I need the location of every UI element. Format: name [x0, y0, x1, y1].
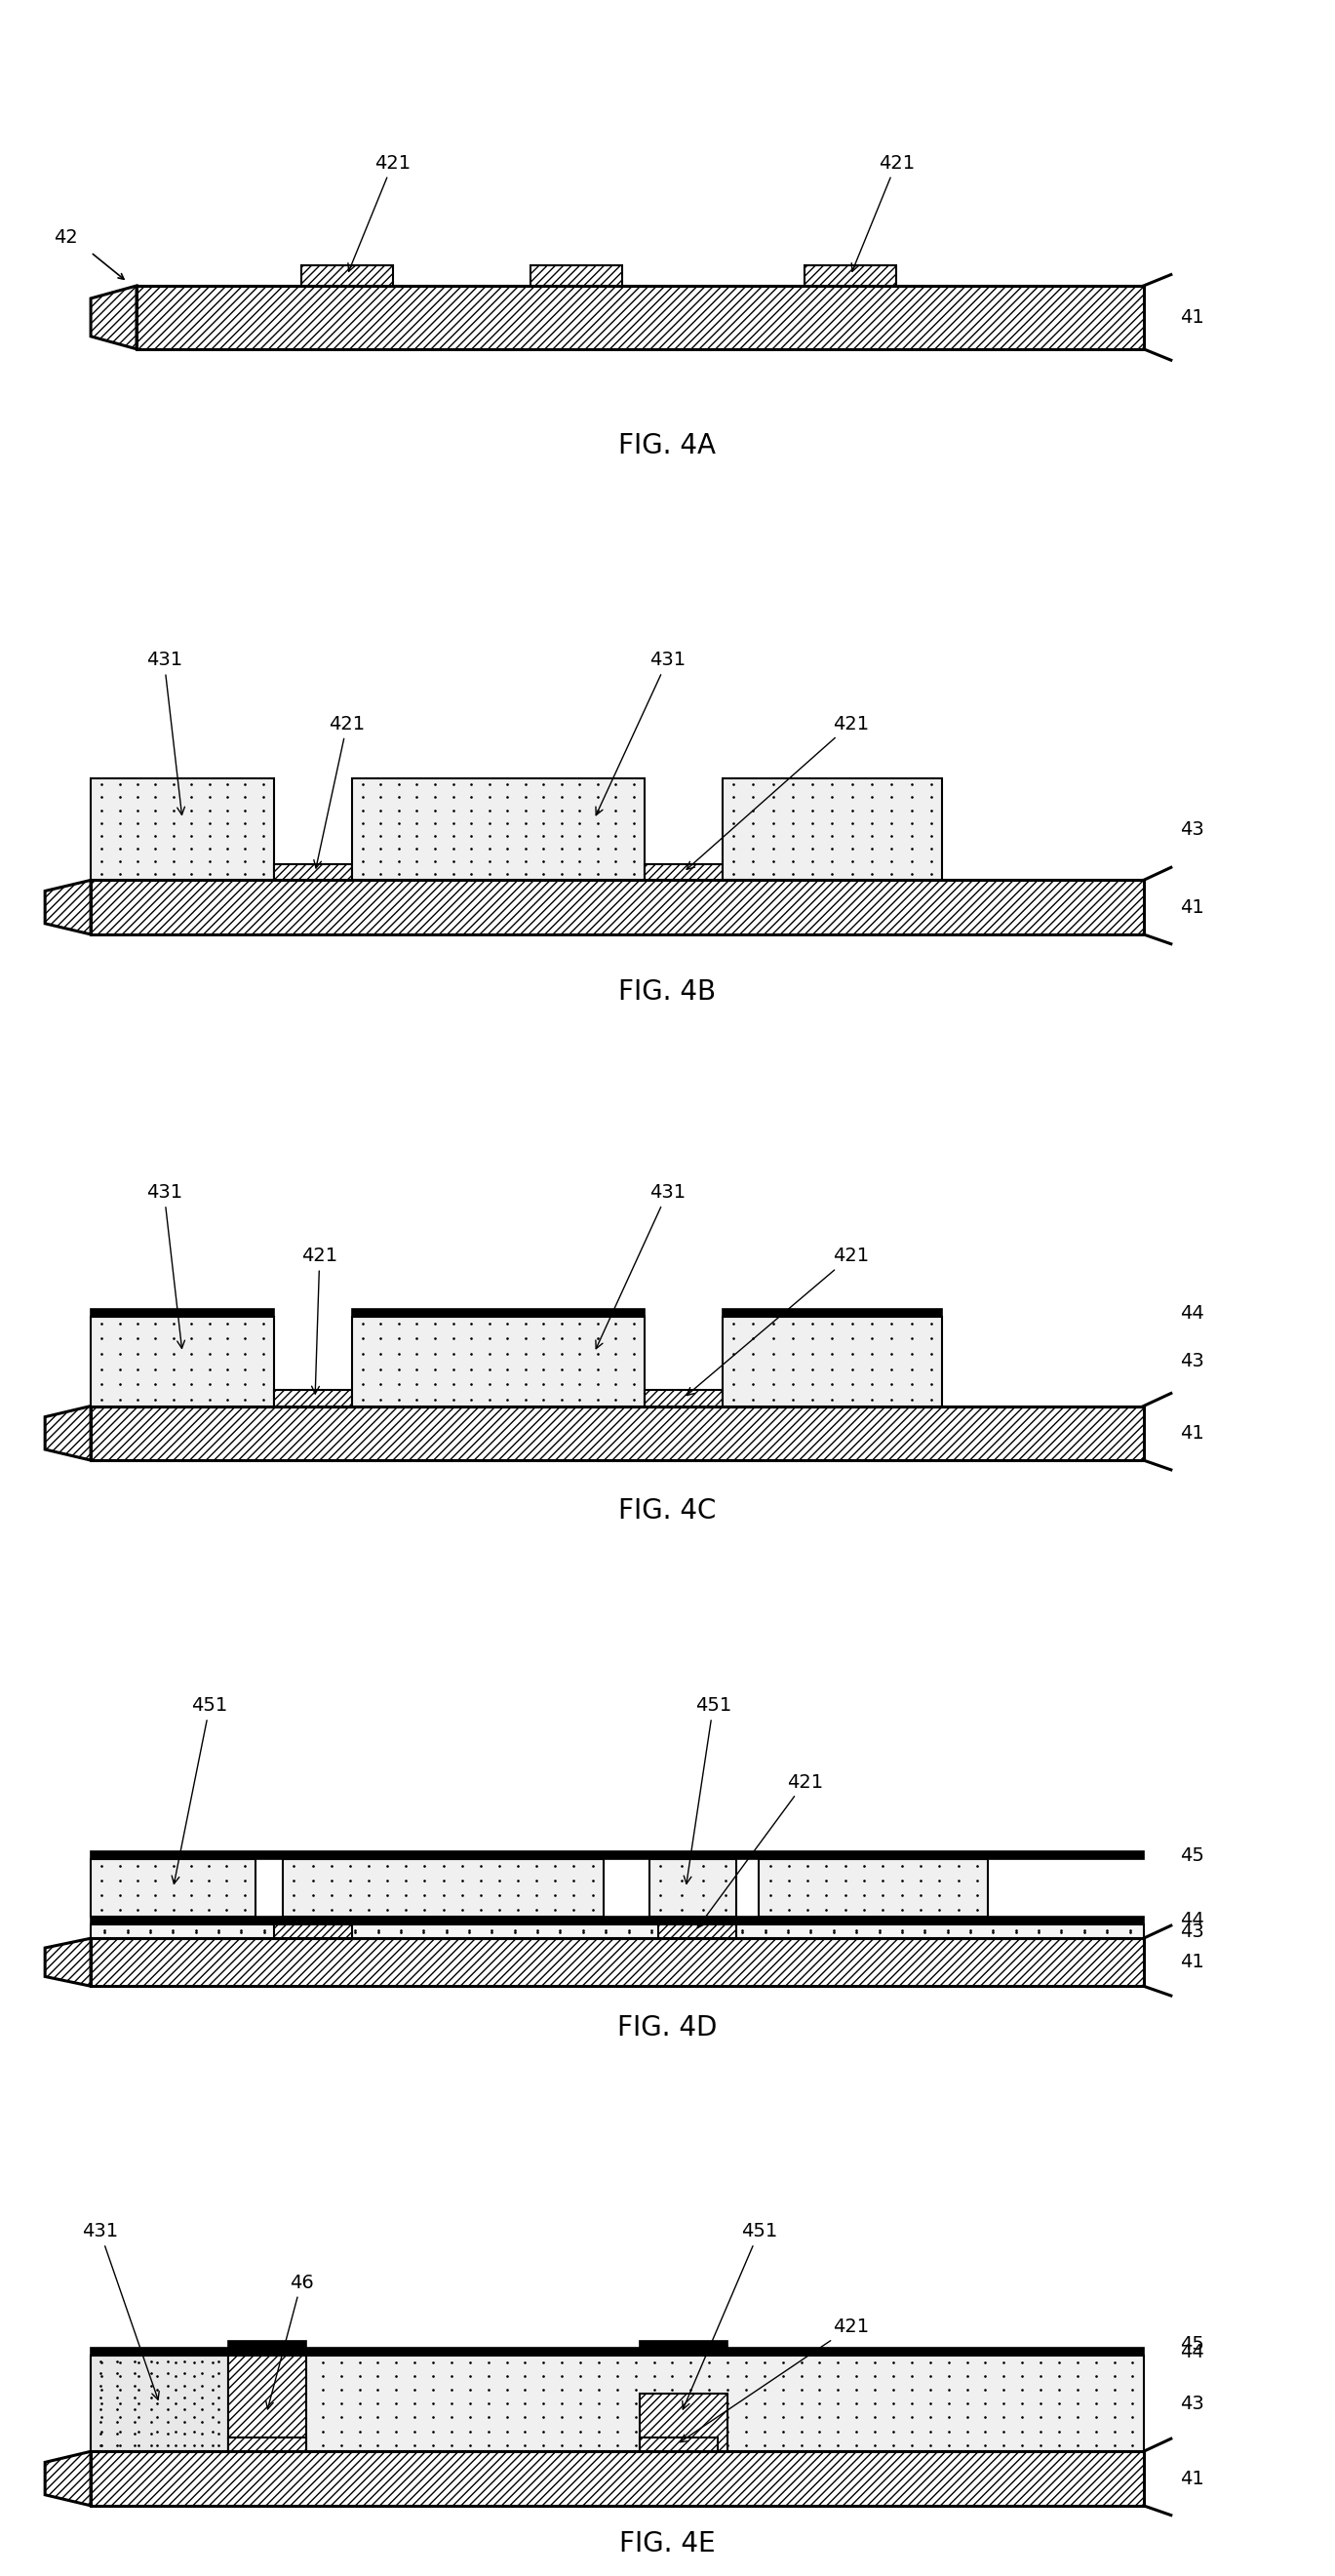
Bar: [91, 1309, 274, 1316]
Bar: [91, 1316, 274, 1406]
Text: 41: 41: [1180, 1425, 1204, 1443]
Text: 41: 41: [1180, 899, 1204, 917]
Text: 421: 421: [348, 155, 411, 270]
Text: 431: 431: [595, 1182, 686, 1350]
Bar: [274, 1391, 351, 1406]
Polygon shape: [45, 1937, 91, 1986]
Bar: [722, 1309, 943, 1316]
Bar: [91, 2357, 1144, 2452]
Text: 421: 421: [686, 714, 869, 871]
Bar: [639, 2342, 728, 2349]
Text: 431: 431: [595, 652, 686, 814]
Bar: [91, 2452, 1144, 2506]
Polygon shape: [45, 881, 91, 935]
Bar: [274, 1924, 351, 1937]
Bar: [91, 1406, 1144, 1461]
Text: FIG. 4C: FIG. 4C: [618, 1497, 717, 1525]
Polygon shape: [45, 2452, 91, 2506]
Text: 42: 42: [55, 229, 79, 247]
Text: 421: 421: [686, 1247, 869, 1396]
Text: 45: 45: [1180, 1847, 1204, 1865]
Bar: [283, 1860, 603, 1917]
Text: 451: 451: [172, 1698, 228, 1883]
Bar: [639, 2393, 728, 2452]
Text: 431: 431: [146, 1182, 184, 1347]
Bar: [530, 265, 622, 286]
Text: 421: 421: [314, 714, 366, 868]
Text: 43: 43: [1180, 819, 1204, 837]
Bar: [645, 863, 722, 881]
Bar: [228, 2342, 306, 2349]
Bar: [91, 778, 274, 881]
Bar: [91, 1917, 1144, 1924]
Text: 421: 421: [302, 1247, 338, 1394]
Bar: [639, 2437, 718, 2452]
Bar: [351, 1316, 645, 1406]
Text: 43: 43: [1180, 1352, 1204, 1370]
Text: 41: 41: [1180, 309, 1204, 327]
Text: FIG. 4D: FIG. 4D: [618, 2014, 717, 2040]
Text: FIG. 4B: FIG. 4B: [618, 979, 717, 1005]
Bar: [760, 1860, 988, 1917]
Bar: [91, 2349, 1144, 2357]
Text: 44: 44: [1180, 1911, 1204, 1929]
Text: 43: 43: [1180, 2393, 1204, 2414]
Bar: [91, 1860, 255, 1917]
Bar: [805, 265, 896, 286]
Bar: [228, 2437, 306, 2452]
Text: 44: 44: [1180, 1303, 1204, 1321]
Bar: [722, 1316, 943, 1406]
Text: 44: 44: [1180, 2342, 1204, 2362]
Text: 451: 451: [682, 2223, 777, 2409]
Bar: [722, 778, 943, 881]
Text: 421: 421: [680, 2318, 869, 2442]
Bar: [91, 2357, 228, 2452]
Text: FIG. 4A: FIG. 4A: [618, 433, 717, 459]
Bar: [645, 1391, 722, 1406]
Text: 43: 43: [1180, 1922, 1204, 1940]
Polygon shape: [91, 286, 136, 348]
Bar: [91, 1937, 1144, 1986]
Text: 45: 45: [1180, 2334, 1204, 2354]
Text: 421: 421: [852, 155, 914, 270]
Text: 431: 431: [146, 652, 184, 814]
Bar: [302, 265, 392, 286]
Text: 41: 41: [1180, 1953, 1204, 1971]
Text: 431: 431: [81, 2223, 159, 2401]
Bar: [274, 863, 351, 881]
Text: 451: 451: [684, 1698, 732, 1883]
Bar: [228, 2357, 306, 2452]
Text: FIG. 4E: FIG. 4E: [619, 2530, 716, 2558]
Bar: [91, 1852, 1144, 1860]
Bar: [351, 1309, 645, 1316]
Text: 41: 41: [1180, 2470, 1204, 2488]
Bar: [351, 778, 645, 881]
Polygon shape: [45, 1406, 91, 1461]
Text: 421: 421: [697, 1772, 822, 1927]
Bar: [91, 1924, 1144, 1937]
Bar: [91, 881, 1144, 935]
Bar: [658, 1924, 736, 1937]
Bar: [136, 286, 1144, 348]
Text: 46: 46: [266, 2272, 314, 2409]
Bar: [649, 1860, 736, 1917]
